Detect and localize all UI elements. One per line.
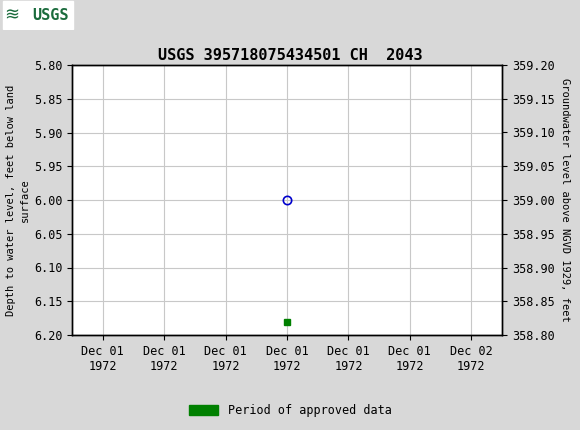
Text: ≋: ≋ [4, 6, 19, 24]
Text: USGS 395718075434501 CH  2043: USGS 395718075434501 CH 2043 [158, 48, 422, 63]
Y-axis label: Groundwater level above NGVD 1929, feet: Groundwater level above NGVD 1929, feet [560, 78, 570, 322]
Text: USGS: USGS [32, 7, 68, 22]
FancyBboxPatch shape [3, 1, 72, 28]
Legend: Period of approved data: Period of approved data [184, 399, 396, 422]
Y-axis label: Depth to water level, feet below land
surface: Depth to water level, feet below land su… [6, 84, 30, 316]
